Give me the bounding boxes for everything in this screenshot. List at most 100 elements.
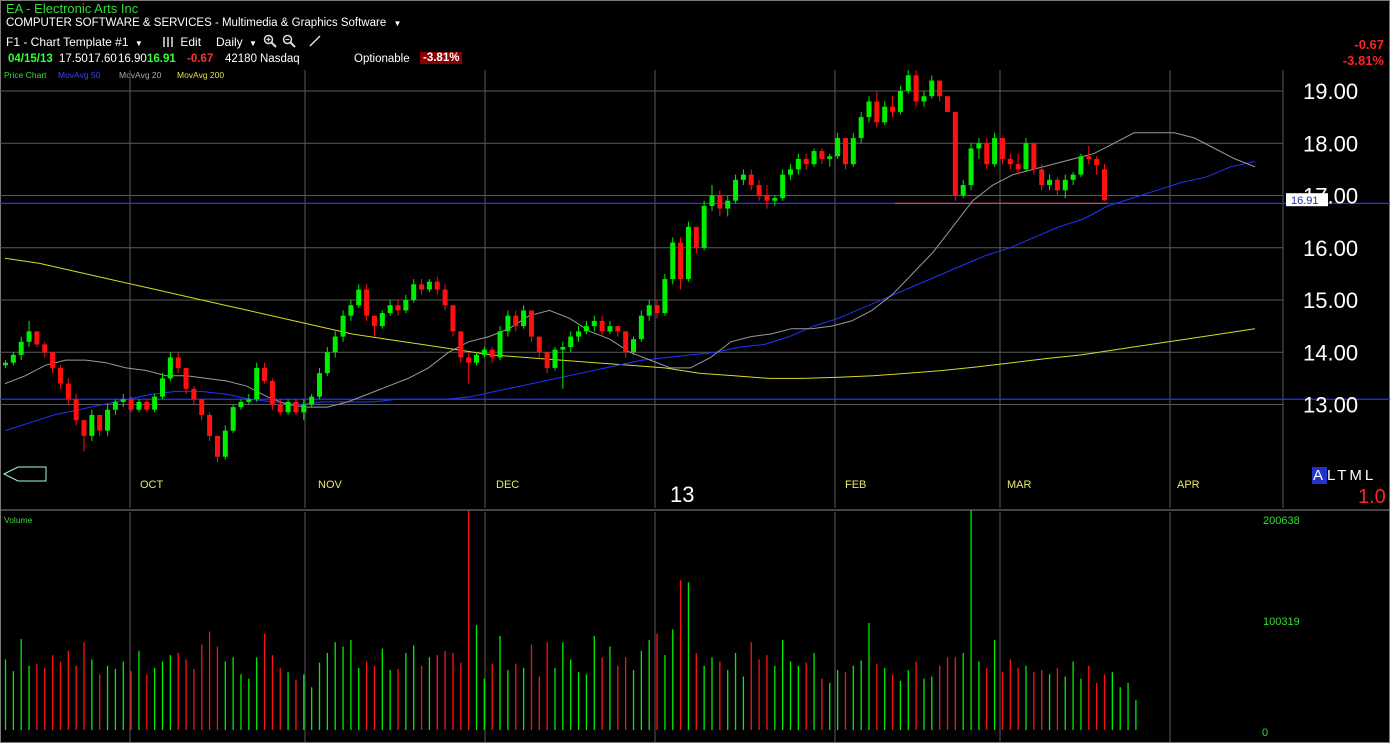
edit-button[interactable]: Edit [163,35,201,49]
candle-body-64 [505,315,511,332]
candle-body-96 [756,185,762,196]
candle-body-36 [285,401,291,413]
candle-99 [780,169,786,201]
candle-body-41 [324,352,330,374]
candle-body-109 [858,117,864,139]
candle-17 [136,399,142,413]
legend-ma200[interactable]: MovAvg 200 [177,70,225,80]
candle-136 [1070,171,1076,186]
candle-body-110 [866,101,872,118]
edit-label: Edit [180,35,202,49]
candle-body-55 [434,281,440,290]
altml-l2[interactable]: L [1364,467,1377,484]
candle-89 [701,200,707,251]
candle-52 [411,279,417,303]
candle-12 [97,414,103,436]
candle-body-81 [638,315,644,340]
candle-body-91 [717,195,723,209]
zoom-in-icon[interactable] [263,34,277,51]
altml-m[interactable]: M [1349,467,1365,484]
candle-body-73 [576,331,582,337]
candle-112 [882,101,888,125]
candle-32 [254,362,260,402]
candle-body-21 [167,357,173,379]
candle-37 [293,399,299,415]
candle-85 [670,237,676,285]
candle-body-123 [968,148,974,186]
candle-53 [419,279,425,295]
candle-71 [560,341,566,389]
candle-body-125 [984,143,990,165]
candle-121 [952,111,958,201]
template-dropdown[interactable]: F1 - Chart Template #1 ▼ [6,35,143,49]
candle-96 [756,179,762,201]
candle-body-44 [348,305,354,316]
candle-18 [144,399,150,413]
candle-body-9 [73,399,79,421]
candle-body-65 [513,315,519,327]
candle-body-86 [678,242,684,280]
legend-price[interactable]: Price Chart [4,70,47,80]
candle-body-6 [50,352,56,368]
candle-64 [505,310,511,337]
horizontal-lines [0,202,1390,400]
candle-body-124 [976,143,982,149]
candle-55 [434,276,440,295]
sector-dropdown[interactable]: COMPUTER SOFTWARE & SERVICES - Multimedi… [6,17,401,29]
candle-body-66 [521,310,527,327]
legend-ma50[interactable]: MovAvg 50 [58,70,101,80]
candle-137 [1078,153,1084,178]
candle-139 [1094,156,1100,175]
candle-body-70 [552,349,558,368]
candle-body-59 [466,357,472,363]
scroll-left-icon[interactable] [2,466,47,482]
candle-135 [1062,174,1068,199]
candle-29 [230,404,236,434]
candle-body-53 [419,284,425,290]
candle-body-48 [379,313,385,327]
ma20-line [4,132,1256,408]
legend-ma20[interactable]: MovAvg 20 [119,70,162,80]
altml-selector[interactable]: ALTML [1312,467,1376,484]
candle-body-5 [42,344,48,353]
candle-27 [214,435,220,462]
symbol-title[interactable]: EA - Electronic Arts Inc [6,1,139,16]
candles [3,70,1107,462]
candle-body-14 [112,401,118,410]
period-label: Daily [216,35,243,49]
altml-t[interactable]: T [1337,467,1350,484]
altml-a[interactable]: A [1312,467,1328,484]
candle-body-58 [458,331,464,358]
candle-82 [646,300,652,321]
candle-62 [489,347,495,363]
draw-icon[interactable] [308,34,322,51]
quote-date: 04/15/13 [8,53,53,65]
candle-body-34 [269,380,275,405]
candle-77 [607,320,613,334]
candle-109 [858,111,864,144]
candle-body-42 [332,336,338,353]
altml-l[interactable]: L [1327,467,1338,484]
candle-body-128 [1007,158,1013,165]
volume-tick-0: 200638 [1263,515,1300,527]
candle-body-56 [442,289,448,306]
candle-body-68 [536,336,542,353]
candle-50 [395,300,401,316]
zoom-out-icon[interactable] [282,34,296,51]
candle-114 [897,85,903,115]
candle-body-132 [1039,169,1045,186]
candle-body-136 [1070,174,1076,180]
candle-119 [937,80,943,102]
candle-16 [128,396,134,413]
candle-115 [905,70,911,94]
price-tag: 16.91 [1291,195,1319,207]
candle-body-4 [34,331,40,345]
candle-30 [238,399,244,410]
candle-body-99 [780,174,786,199]
ma50-line [4,161,1256,432]
candle-80 [631,336,636,355]
candle-body-120 [945,96,950,112]
period-dropdown[interactable]: Daily ▼ [216,35,257,49]
candle-body-31 [246,399,252,402]
